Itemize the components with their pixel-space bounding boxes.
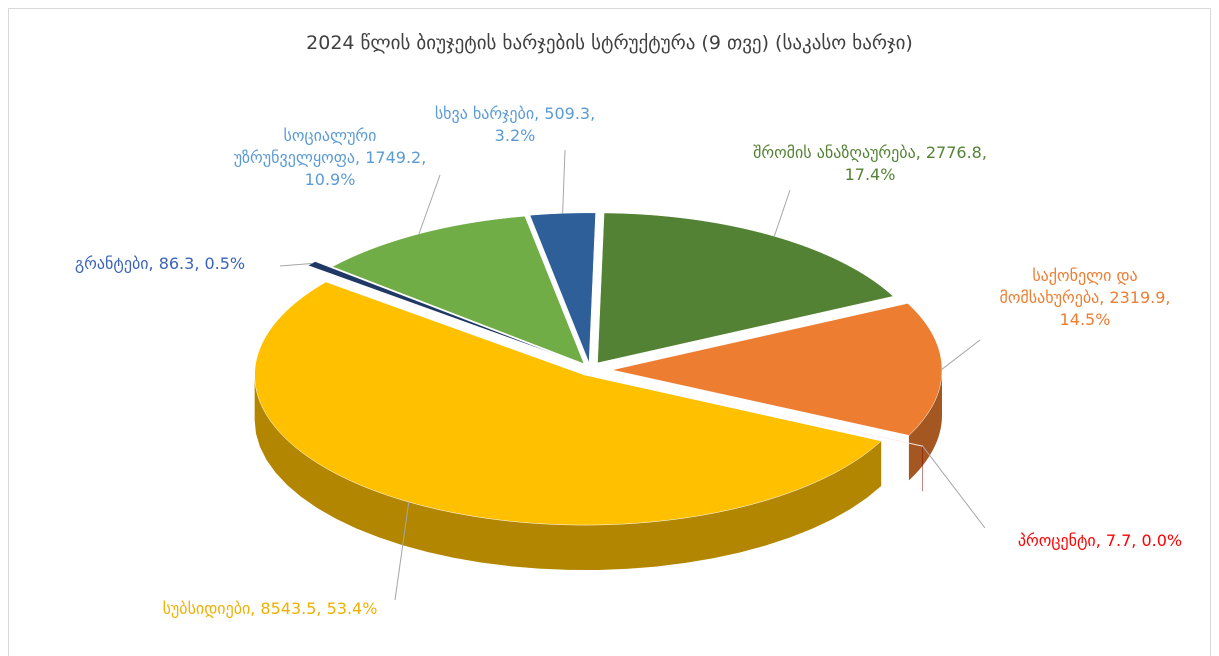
data-label: სოციალური უზრუნველყოფა, 1749.2, 10.9% — [233, 126, 427, 189]
chart-title: 2024 წლის ბიუჯეტის ხარჯების სტრუქტურა (9… — [306, 32, 913, 54]
data-label: შრომის ანაზღაურება, 2776.8, 17.4% — [753, 143, 987, 184]
leader-line — [279, 263, 312, 267]
chart-border — [8, 8, 1211, 656]
data-label: პროცენტი, 7.7, 0.0% — [1017, 531, 1183, 550]
data-label: გრანტები, 86.3, 0.5% — [74, 254, 246, 273]
leader-line — [922, 445, 986, 529]
slice-side — [254, 375, 882, 570]
data-label: საქონელი და მომსახურება, 2319.9, 14.5% — [999, 266, 1171, 329]
slice — [625, 380, 924, 447]
leader-line — [394, 501, 410, 601]
leader-line — [773, 189, 791, 237]
data-label: სუბსიდიები, 8543.5, 53.4% — [162, 599, 378, 618]
leader-line — [941, 339, 981, 370]
leader-line — [418, 174, 441, 235]
slice — [529, 212, 596, 363]
slice — [611, 303, 943, 436]
data-label: სხვა ხარჯები, 509.3, 3.2% — [434, 104, 596, 145]
leader-line — [562, 149, 566, 214]
slice-side — [908, 369, 942, 481]
slice-side-shade — [908, 369, 942, 481]
slice — [254, 281, 882, 526]
slice-side-shade — [254, 375, 882, 570]
